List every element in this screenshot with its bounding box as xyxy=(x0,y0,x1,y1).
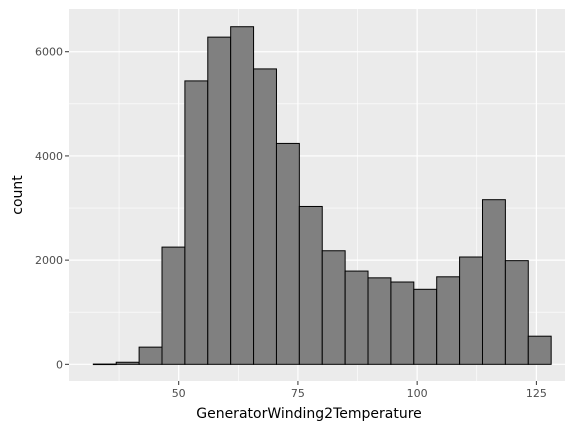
y-axis-ticks: 0 2000 4000 6000 xyxy=(35,46,69,371)
histogram-bar xyxy=(230,26,255,365)
histogram-bar xyxy=(504,260,529,365)
x-axis-ticks: 50 75 100 125 xyxy=(172,381,547,400)
y-tick-label: 0 xyxy=(56,358,63,371)
histogram-bar xyxy=(92,363,117,366)
histogram-bar xyxy=(207,36,232,365)
x-axis-title: GeneratorWinding2Temperature xyxy=(196,406,422,422)
histogram-bar xyxy=(459,256,483,365)
histogram-bar xyxy=(413,288,438,365)
histogram-bar xyxy=(344,270,369,365)
histogram-bar xyxy=(481,199,506,365)
y-tick-label: 2000 xyxy=(35,254,63,267)
histogram-bar xyxy=(367,277,392,365)
histogram-bar xyxy=(527,335,552,365)
histogram-bar xyxy=(275,142,300,365)
x-tick-label: 50 xyxy=(172,387,186,400)
histogram-bar xyxy=(390,281,415,365)
x-tick-label: 100 xyxy=(407,387,428,400)
y-tick-label: 4000 xyxy=(35,150,63,163)
histogram-bar xyxy=(138,346,163,365)
histogram-bar xyxy=(253,68,277,365)
y-axis-title: count xyxy=(10,175,26,215)
histogram-bars xyxy=(92,26,552,366)
histogram-bar xyxy=(321,250,346,365)
y-tick-label: 6000 xyxy=(35,46,63,59)
x-tick-label: 125 xyxy=(526,387,547,400)
histogram-bar xyxy=(184,80,209,365)
histogram-bar xyxy=(161,246,186,365)
x-tick-label: 75 xyxy=(291,387,305,400)
histogram-bar xyxy=(436,276,461,365)
histogram-bar xyxy=(115,361,140,365)
histogram-bar xyxy=(298,205,323,365)
